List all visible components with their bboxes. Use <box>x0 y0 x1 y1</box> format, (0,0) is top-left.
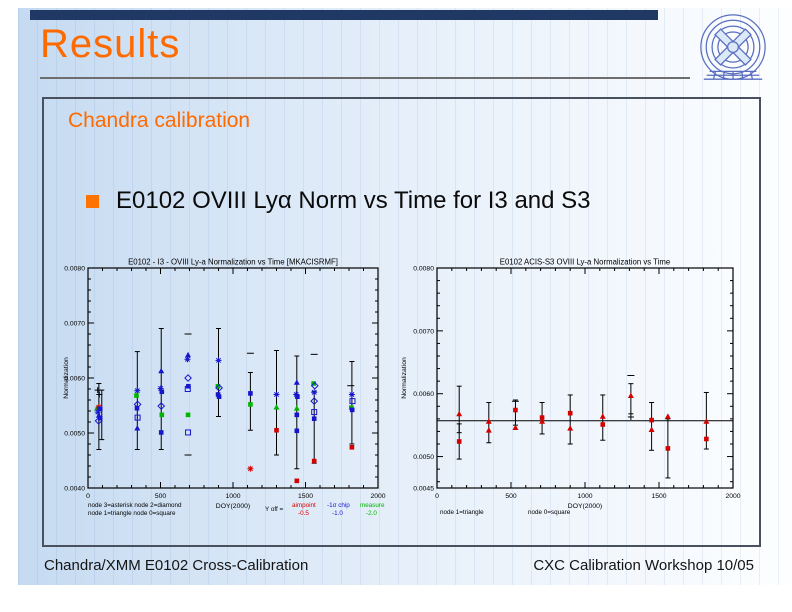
svg-text:2000: 2000 <box>725 493 740 500</box>
svg-text:0.0080: 0.0080 <box>413 265 434 272</box>
svg-text:DOY(2000): DOY(2000) <box>216 503 250 510</box>
svg-text:E0102 - I3 - OVIII Ly-a Normal: E0102 - I3 - OVIII Ly-a Normalization vs… <box>128 258 338 267</box>
svg-text:Normalization: Normalization <box>401 357 408 399</box>
footer-right: CXC Calibration Workshop 10/05 <box>533 557 754 574</box>
svg-text:1500: 1500 <box>651 493 666 500</box>
i3-normalization-vs-time-plot: 0 500 1000 1500 2000 0.0040 0.0050 0.0060 0.0070… <box>63 258 386 517</box>
bullet-square-icon <box>86 194 99 208</box>
svg-text:-0.5: -0.5 <box>298 510 309 517</box>
svg-text:0: 0 <box>435 493 439 500</box>
i3-plot-content: 0 500 1000 1500 2000 0.0040 0.0050 0.0060 0.0070… <box>63 258 386 510</box>
svg-text:node 1=triangle: node 1=triangle <box>440 509 484 516</box>
svg-text:2000: 2000 <box>370 493 385 500</box>
svg-text:0.0080: 0.0080 <box>64 265 85 272</box>
s3-plot-content: 0 500 1000 1500 2000 0.0045 0.0050 0.0060 0.0070… <box>401 258 741 510</box>
svg-text:aimpoint: aimpoint <box>292 502 316 509</box>
svg-text:500: 500 <box>505 493 517 500</box>
svg-text:node 3=asterisk node 2=diamo: node 3=asterisk node 2=diamond <box>88 502 182 509</box>
svg-text:node 1=triangle node 0=squar: node 1=triangle node 0=square <box>88 510 176 517</box>
svg-text:measure: measure <box>360 502 385 509</box>
bullet-item: E0102 OVIII Lyα Norm vs Time for I3 and … <box>86 187 591 215</box>
svg-text:-1σ chip: -1σ chip <box>327 502 350 509</box>
svg-text:0.0070: 0.0070 <box>64 320 85 327</box>
svg-text:Normalization: Normalization <box>63 357 70 399</box>
svg-text:DOY(2000): DOY(2000) <box>568 503 602 510</box>
svg-text:0.0050: 0.0050 <box>413 454 434 461</box>
svg-text:0.0040: 0.0040 <box>64 485 85 492</box>
svg-text:1500: 1500 <box>298 493 313 500</box>
svg-text:E0102 ACIS-S3 OVIII Ly-a Norma: E0102 ACIS-S3 OVIII Ly-a Normalization v… <box>500 258 670 267</box>
page-title: Results <box>40 22 181 66</box>
svg-text:0.0050: 0.0050 <box>64 430 85 437</box>
bullet-text: E0102 OVIII Lyα Norm vs Time for I3 and … <box>116 187 591 214</box>
title-underline <box>40 77 690 79</box>
chandra-observatory-logo-icon <box>700 14 766 80</box>
slide-subtitle: Chandra calibration <box>68 109 251 132</box>
svg-text:0.0060: 0.0060 <box>413 391 434 398</box>
svg-text:500: 500 <box>155 493 167 500</box>
top-accent-bar <box>30 10 658 20</box>
svg-text:1000: 1000 <box>577 493 592 500</box>
svg-text:0.0070: 0.0070 <box>413 328 434 335</box>
svg-text:1000: 1000 <box>225 493 240 500</box>
svg-text:-2.0: -2.0 <box>366 510 377 517</box>
svg-text:Y off =: Y off = <box>265 506 283 513</box>
svg-text:-1.0: -1.0 <box>332 510 343 517</box>
svg-text:0: 0 <box>86 493 90 500</box>
svg-text:0.0045: 0.0045 <box>413 485 434 492</box>
content-frame: Chandra calibration E0102 OVIII Lyα Norm… <box>42 97 761 547</box>
s3-normalization-vs-time-plot: 0 500 1000 1500 2000 0.0045 0.0050 0.0060 0.0070… <box>401 258 741 516</box>
svg-text:node 0=square: node 0=square <box>528 509 571 516</box>
footer-left: Chandra/XMM E0102 Cross-Calibration <box>44 557 309 574</box>
slide-background: Results Chandra calibration E0102 OVIII … <box>18 8 792 585</box>
svg-text:0.0060: 0.0060 <box>64 375 85 382</box>
